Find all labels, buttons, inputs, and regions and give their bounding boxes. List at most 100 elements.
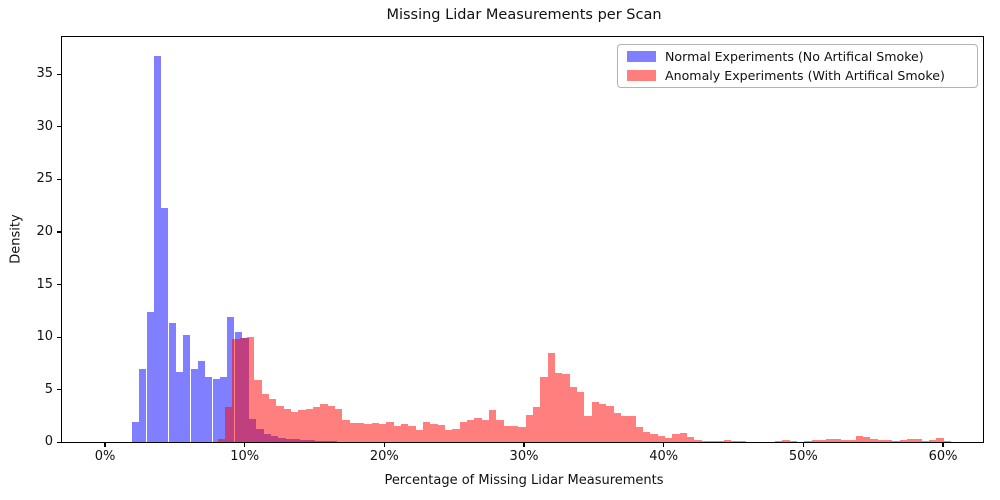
histogram-bar-anomaly <box>811 439 819 442</box>
y-tick-label: 15 <box>36 276 53 292</box>
histogram-bar-normal <box>227 316 235 442</box>
y-tick-mark <box>57 231 61 233</box>
y-tick-label: 20 <box>36 224 53 240</box>
histogram-bar-anomaly <box>467 420 475 442</box>
histogram-bar-anomaly <box>591 401 600 442</box>
histogram-bar-normal <box>175 371 184 442</box>
histogram-bar-anomaly <box>672 433 680 442</box>
histogram-bar-anomaly <box>225 407 233 442</box>
x-tick-label: 30% <box>509 449 539 464</box>
histogram-bar-anomaly <box>364 423 372 442</box>
histogram-bar-anomaly <box>687 437 695 442</box>
histogram-bar-anomaly <box>305 408 314 442</box>
histogram-bar-normal <box>197 361 206 442</box>
y-tick-mark <box>57 441 61 443</box>
y-tick-mark <box>57 73 61 75</box>
histogram-bar-anomaly <box>936 438 944 442</box>
histogram-bar-anomaly <box>848 439 856 442</box>
histogram-bar-anomaly <box>643 431 651 442</box>
histogram-bar-normal <box>146 311 154 442</box>
histogram-bar-anomaly <box>804 441 812 442</box>
y-tick-label: 25 <box>36 171 53 187</box>
y-tick-mark <box>57 283 61 286</box>
histogram-bar-anomaly <box>415 430 424 442</box>
histogram-bar-anomaly <box>855 435 863 442</box>
histogram-bar-anomaly <box>701 440 710 442</box>
histogram-bar-anomaly <box>452 428 460 442</box>
histogram-bar-anomaly <box>261 393 270 442</box>
x-tick-label: 20% <box>369 449 399 464</box>
histogram-bar-anomaly <box>584 415 592 442</box>
legend-swatch-normal <box>627 51 656 62</box>
plot-area <box>61 36 984 443</box>
histogram-bar-anomaly <box>907 438 915 442</box>
histogram-bar-anomaly <box>423 422 431 442</box>
histogram-bar-anomaly <box>276 406 284 442</box>
histogram-bar-anomaly <box>826 438 834 442</box>
histogram-bar-anomaly <box>320 403 328 442</box>
histogram-bar-anomaly <box>789 441 797 442</box>
histogram-bar-anomaly <box>525 414 534 442</box>
histogram-bar-anomaly <box>555 373 563 442</box>
histogram-bar-normal <box>168 323 176 442</box>
x-tick-mark <box>383 443 385 447</box>
y-tick-label: 5 <box>44 381 53 397</box>
histogram-bar-anomaly <box>731 440 739 442</box>
y-tick-label: 35 <box>36 66 53 82</box>
histogram-bar-anomaly <box>679 432 688 442</box>
y-tick-label: 10 <box>36 329 53 345</box>
histogram-bar-anomaly <box>723 440 732 442</box>
x-tick-mark <box>802 443 804 447</box>
legend-entry-normal: Normal Experiments (No Artifical Smoke) <box>627 49 977 64</box>
histogram-bar-anomaly <box>342 419 350 442</box>
histogram-bar-anomaly <box>313 406 321 442</box>
histogram-bar-anomaly <box>606 406 614 442</box>
histogram-bar-anomaly <box>239 337 248 442</box>
histogram-bar-anomaly <box>232 338 240 442</box>
histogram-bar-anomaly <box>371 422 380 442</box>
x-tick-mark <box>663 443 665 447</box>
histogram-bar-normal <box>131 422 140 442</box>
histogram-bar-anomaly <box>357 422 365 442</box>
histogram-bar-anomaly <box>489 409 497 442</box>
histogram-bar-normal <box>212 378 220 442</box>
histogram-bar-anomaly <box>247 336 255 442</box>
histogram-bar-anomaly <box>386 422 394 442</box>
y-tick-label: 0 <box>44 434 53 450</box>
histogram-bar-anomaly <box>628 415 636 442</box>
histogram-bar-anomaly <box>613 412 622 442</box>
histogram-bar-anomaly <box>657 435 666 442</box>
histogram-bar-anomaly <box>540 377 548 442</box>
histogram-bar-anomaly <box>269 398 277 442</box>
histogram-bar-anomaly <box>547 353 556 442</box>
histogram-bar-anomaly <box>298 409 306 442</box>
histogram-bar-anomaly <box>877 439 885 442</box>
histogram-bar-anomaly <box>709 441 717 442</box>
histogram-bar-anomaly <box>914 439 922 442</box>
histogram-bar-anomaly <box>885 440 893 442</box>
x-tick-mark <box>942 443 944 447</box>
histogram-bar-normal <box>161 207 169 442</box>
chart-title: Missing Lidar Measurements per Scan <box>386 7 662 23</box>
histogram-bar-anomaly <box>518 426 526 442</box>
y-tick-label: 30 <box>36 118 53 134</box>
histogram-bar-anomaly <box>445 430 453 442</box>
histogram-bar-anomaly <box>481 420 490 442</box>
y-tick-mark <box>57 126 61 128</box>
histogram-bar-normal <box>219 376 228 442</box>
histogram-bar-anomaly <box>899 440 907 442</box>
legend-entry-anomaly: Anomaly Experiments (With Artifical Smok… <box>627 68 977 83</box>
legend-label-normal: Normal Experiments (No Artifical Smoke) <box>665 49 924 64</box>
legend: Normal Experiments (No Artifical Smoke) … <box>617 44 978 88</box>
histogram-bar-anomaly <box>775 440 783 442</box>
histogram-bar-anomaly <box>474 417 482 442</box>
histogram-bar-anomaly <box>892 440 900 442</box>
x-tick-mark <box>523 443 525 447</box>
histogram-bar-anomaly <box>379 423 387 442</box>
x-tick-label: 50% <box>788 449 818 464</box>
x-tick-label: 40% <box>649 449 679 464</box>
histogram-bar-normal <box>153 56 162 442</box>
histogram-bar-anomaly <box>650 433 658 442</box>
histogram-bar-anomaly <box>327 405 336 442</box>
